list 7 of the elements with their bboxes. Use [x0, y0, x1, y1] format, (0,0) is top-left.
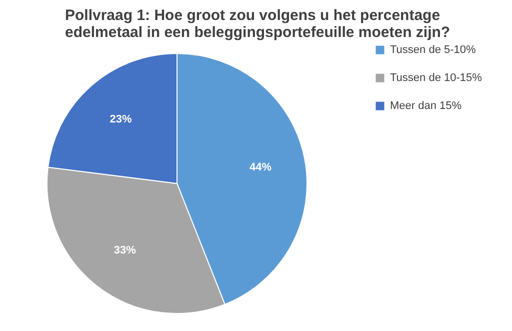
chart-title: Pollvraag 1: Hoe groot zou volgens u het percentage edelmetaal in een beleggingsportefeuille moeten zijn? — [65, 7, 450, 41]
legend-label: Tussen de 5-10% — [390, 44, 476, 56]
data-label: 23% — [110, 114, 132, 126]
legend-label: Tussen de 10-15% — [390, 72, 482, 84]
legend-label: Meer dan 15% — [390, 100, 462, 112]
data-label: 44% — [249, 162, 272, 174]
data-label: 33% — [114, 244, 136, 257]
